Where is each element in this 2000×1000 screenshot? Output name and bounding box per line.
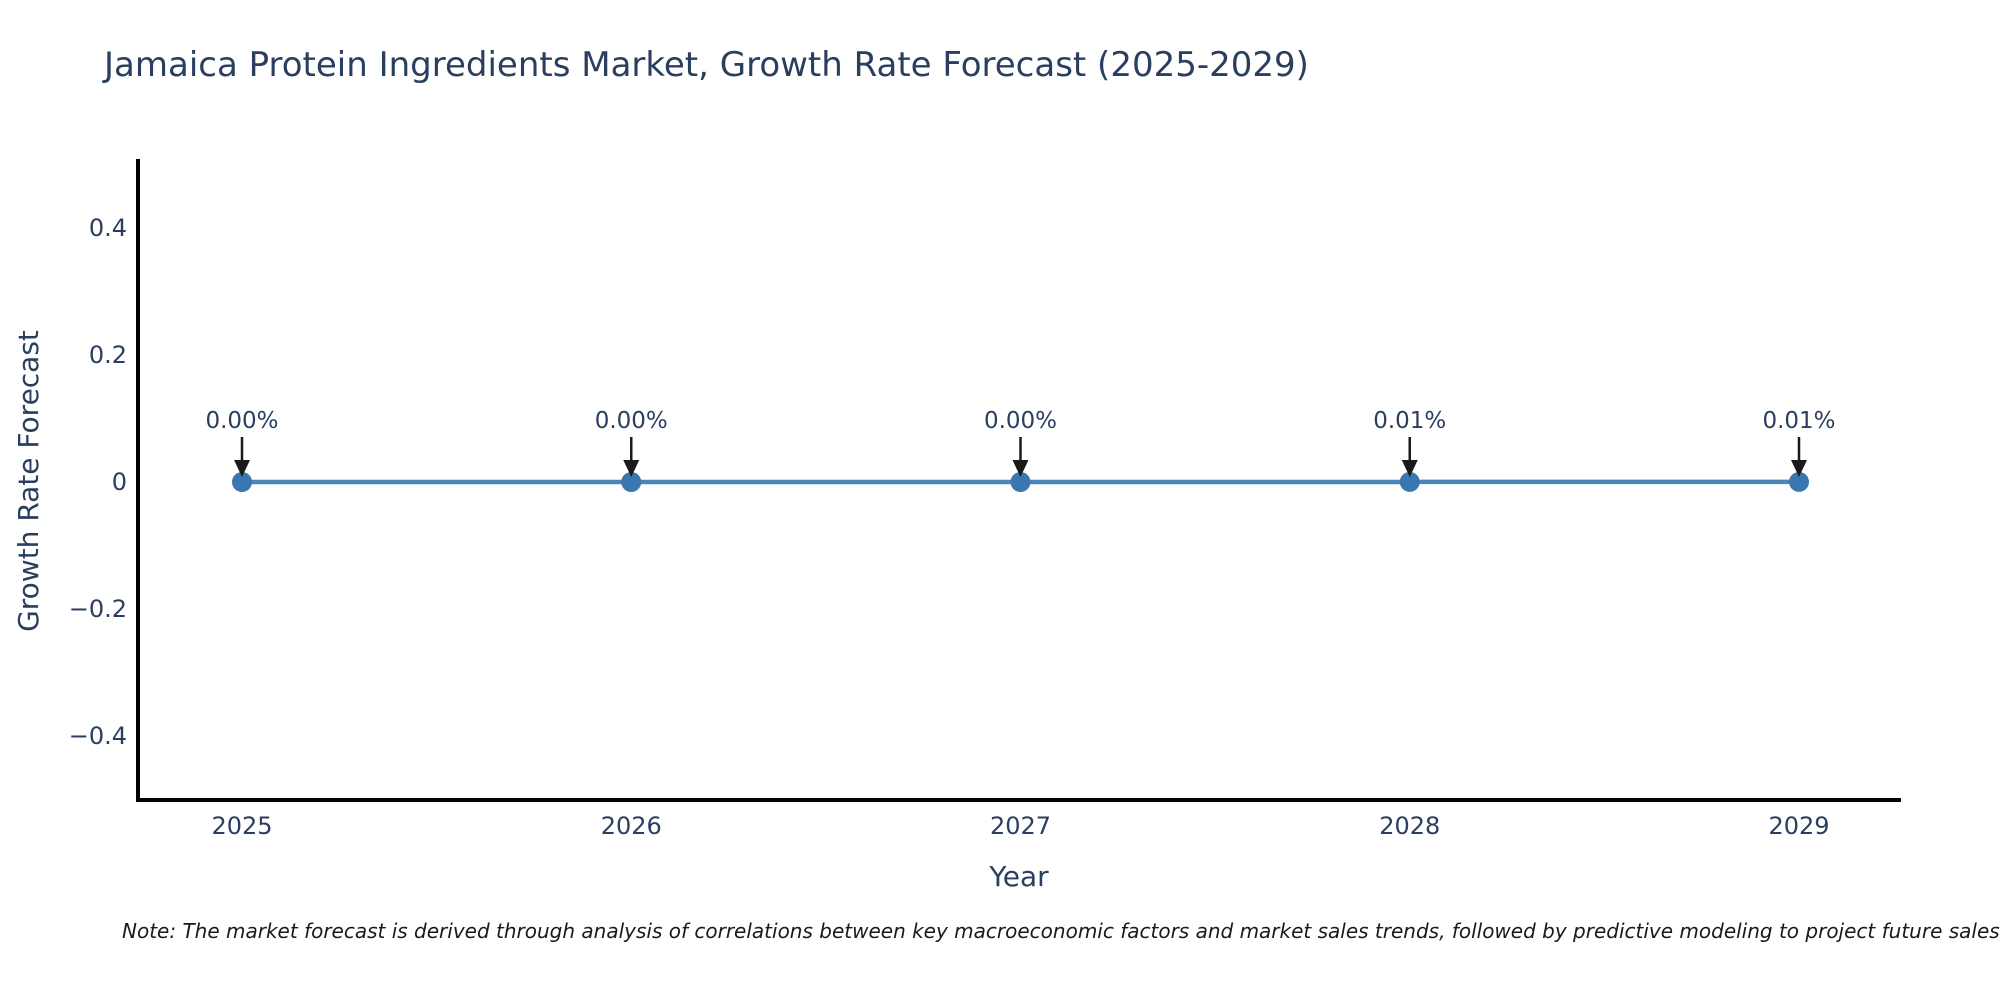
- annotation: 0.01%: [1373, 408, 1446, 477]
- data-series: [232, 471, 1809, 492]
- footnote: Note: The market forecast is derived thr…: [122, 919, 2000, 943]
- annotation-label: 0.00%: [984, 408, 1057, 434]
- annotation: 0.01%: [1762, 408, 1836, 477]
- x-tick-label: 2028: [1379, 812, 1440, 840]
- annotation-arrow-head: [1791, 460, 1807, 477]
- y-axis-title: Growth Rate Forecast: [12, 330, 45, 632]
- data-point-marker[interactable]: [1010, 472, 1031, 492]
- x-tick-label: 2027: [990, 812, 1051, 840]
- annotation-arrow-head: [1012, 460, 1029, 477]
- data-point-marker[interactable]: [232, 472, 252, 492]
- annotation: 0.00%: [595, 408, 668, 477]
- point-annotations: 0.00% 0.00% 0.00% 0.01% 0.01%: [205, 408, 1836, 477]
- y-tick-label: −0.2: [69, 595, 127, 623]
- data-point-marker[interactable]: [621, 472, 642, 492]
- annotation: 0.00%: [984, 408, 1057, 477]
- annotation-label: 0.01%: [1373, 408, 1446, 434]
- annotation-label: 0.00%: [205, 408, 278, 434]
- y-axis-ticks: 0.4 0.2 0 −0.2 −0.4: [69, 214, 127, 750]
- chart-title: Jamaica Protein Ingredients Market, Grow…: [102, 45, 1309, 85]
- data-point-marker[interactable]: [1399, 471, 1420, 492]
- annotation-arrow-head: [623, 460, 640, 477]
- x-tick-label: 2029: [1768, 812, 1829, 840]
- y-tick-label: 0: [112, 468, 127, 496]
- y-tick-label: −0.4: [69, 722, 127, 750]
- x-tick-label: 2025: [211, 812, 272, 840]
- annotation: 0.00%: [205, 408, 279, 477]
- x-axis-ticks: 2025 2026 2027 2028 2029: [211, 812, 1829, 840]
- annotation-label: 0.00%: [595, 408, 668, 434]
- data-point-marker[interactable]: [1789, 471, 1809, 492]
- x-axis-title: Year: [988, 860, 1049, 893]
- annotation-arrow-head: [1401, 460, 1418, 477]
- x-tick-label: 2026: [601, 812, 662, 840]
- y-tick-label: 0.4: [89, 214, 127, 242]
- annotation-arrow-head: [234, 460, 250, 477]
- annotation-label: 0.01%: [1762, 408, 1835, 434]
- y-tick-label: 0.2: [89, 341, 127, 369]
